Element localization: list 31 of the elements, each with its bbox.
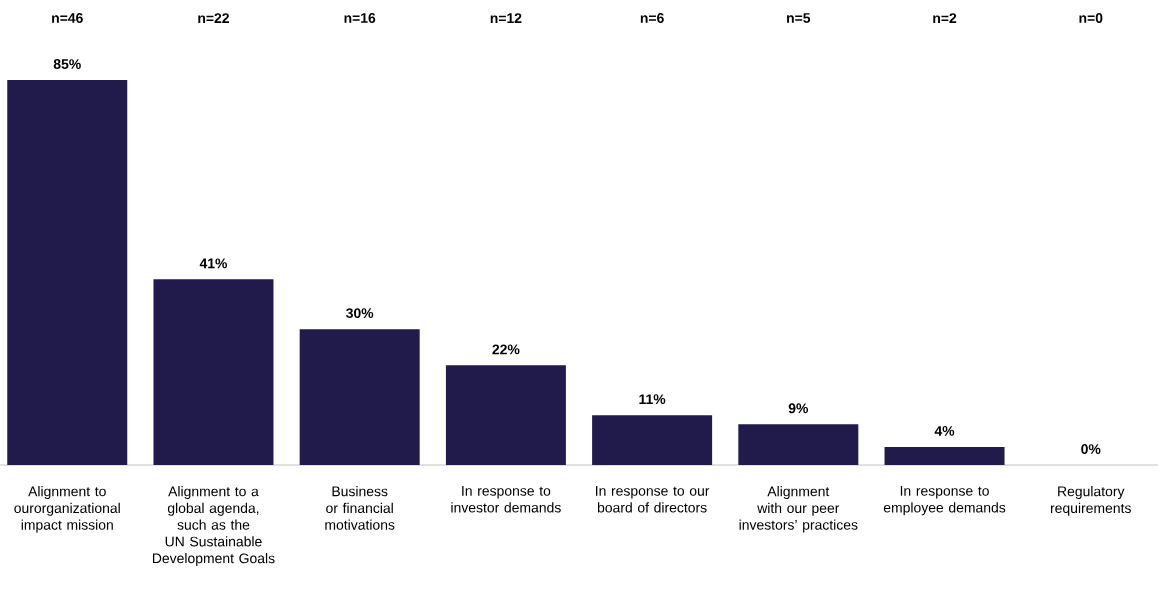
bar	[7, 80, 128, 465]
bar	[299, 329, 420, 465]
data-label: 22%	[492, 344, 520, 355]
text: n=22	[198, 13, 229, 23]
data-label: 30%	[346, 308, 374, 319]
data-label: 4%	[934, 426, 955, 436]
x-tick-label: In response to investor demands	[451, 486, 561, 513]
x-tick-label: Alignment to a global agenda, such as the UN Sustainable Development Goals	[152, 486, 275, 567]
text: n=5	[787, 13, 811, 23]
text: n=46	[52, 13, 83, 23]
bar	[884, 446, 1005, 465]
text: n=16	[344, 13, 376, 23]
bar	[592, 415, 713, 465]
x-tick-label: Alignment to ourorganizational impact mission	[14, 486, 120, 533]
text: n=2	[933, 13, 957, 23]
x-tick-label: Regulatory requirements	[1050, 486, 1131, 516]
bar	[153, 279, 274, 465]
text: n=6	[640, 13, 664, 23]
text: n=0	[1079, 13, 1103, 23]
x-tick-label: Business or financial motivations	[325, 486, 395, 530]
data-label: 85%	[53, 59, 81, 69]
bar	[445, 365, 566, 465]
x-tick-label: In response to employee demands	[883, 486, 1006, 516]
text: n=12	[490, 13, 522, 23]
x-tick-label: Alignment with our peer investors’ practices	[739, 486, 858, 533]
data-label: 11%	[639, 394, 666, 405]
data-label: 9%	[788, 403, 809, 414]
bar	[738, 424, 859, 465]
data-label: 41%	[199, 258, 228, 269]
x-tick-label: In response to our board of directors	[596, 486, 710, 513]
data-label: 0%	[1081, 444, 1101, 454]
